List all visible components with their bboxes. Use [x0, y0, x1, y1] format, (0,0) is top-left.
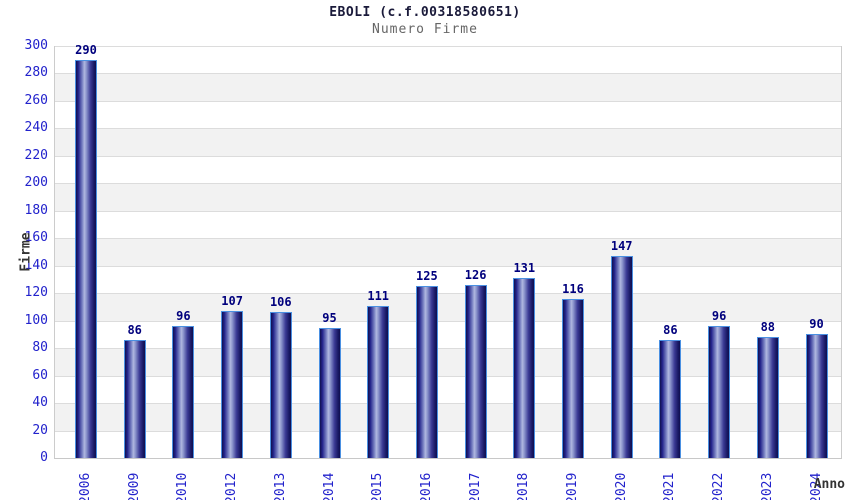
y-tick-label: 260	[24, 92, 48, 108]
bar-value-label: 88	[760, 320, 776, 335]
x-tick-label: 2010	[175, 472, 191, 500]
bar-value-label: 96	[711, 309, 727, 324]
y-tick-label: 160	[24, 230, 48, 246]
x-tick-label: 2019	[565, 472, 580, 500]
bar	[805, 334, 828, 458]
bar	[610, 256, 633, 458]
y-tick-label: 60	[32, 367, 48, 383]
y-tick-label: 300	[24, 38, 48, 53]
bar	[659, 339, 682, 458]
bar	[756, 337, 779, 458]
x-tick-label: 2017	[467, 472, 483, 500]
y-tick-label: 20	[32, 422, 48, 438]
plot-band	[55, 183, 841, 211]
bar	[75, 59, 97, 458]
gridline	[55, 403, 841, 405]
gridline	[55, 128, 841, 130]
x-tick-label: 2009	[126, 472, 142, 500]
bar-value-label: 86	[127, 322, 142, 337]
bar-value-label: 95	[322, 310, 337, 325]
gridline	[55, 293, 841, 295]
x-tick-label: 2020	[613, 472, 629, 500]
bar-value-label: 90	[809, 317, 824, 332]
gridline	[55, 100, 841, 102]
gridline	[55, 155, 841, 157]
plot-area	[54, 46, 842, 459]
gridline	[55, 183, 841, 185]
x-tick-label: 2015	[370, 472, 386, 500]
bar-value-label: 96	[176, 309, 191, 324]
bar	[415, 286, 438, 458]
y-tick-label: 120	[24, 285, 48, 301]
gridline	[55, 46, 841, 47]
x-tick-label: 2018	[516, 472, 532, 500]
chart-subtitle: Numero Firme	[372, 22, 478, 37]
plot-band	[55, 238, 841, 266]
bar	[708, 326, 731, 458]
bar-value-label: 111	[367, 288, 390, 303]
gridline	[55, 375, 841, 377]
gridline	[55, 430, 841, 432]
bar-value-label: 147	[610, 239, 633, 254]
bar-value-label: 125	[416, 269, 438, 284]
y-tick-label: 180	[24, 202, 48, 218]
bar	[269, 312, 292, 458]
plot-band	[55, 210, 841, 239]
plot-band	[55, 128, 841, 156]
gridline	[55, 238, 841, 240]
bar-value-label: 116	[562, 281, 584, 296]
bar	[367, 305, 390, 458]
bar	[318, 327, 341, 458]
gridline	[55, 265, 841, 267]
x-tick-label: 2012	[224, 472, 240, 500]
bar	[221, 311, 244, 458]
x-tick-label: 2013	[272, 472, 288, 500]
bar-value-label: 107	[221, 294, 243, 309]
plot-band	[55, 100, 841, 129]
bar-value-label: 106	[269, 295, 292, 310]
x-tick-label: 2021	[662, 472, 678, 500]
y-tick-label: 40	[32, 395, 48, 411]
plot-band	[55, 293, 841, 321]
plot-band	[55, 265, 841, 294]
x-axis-title: Anno	[813, 477, 845, 492]
bar-value-label: 131	[513, 261, 536, 276]
y-tick-label: 140	[24, 257, 48, 273]
bar	[513, 278, 536, 458]
y-tick-label: 240	[24, 120, 48, 136]
plot-band	[55, 155, 841, 184]
bar	[464, 284, 487, 458]
bar	[172, 326, 195, 458]
plot-band	[55, 46, 841, 74]
y-tick-label: 0	[40, 450, 48, 465]
bar-value-label: 290	[75, 42, 97, 57]
plot-band	[55, 73, 841, 101]
y-tick-label: 220	[24, 147, 48, 163]
bar	[562, 298, 584, 458]
x-tick-label: 2014	[321, 472, 337, 500]
x-tick-label: 2023	[759, 472, 775, 500]
bar-value-label: 126	[464, 267, 487, 282]
bar-value-label: 86	[663, 322, 678, 337]
gridline	[55, 73, 841, 75]
y-tick-label: 280	[24, 65, 48, 81]
gridline	[55, 348, 841, 350]
x-tick-label: 2022	[711, 472, 727, 500]
chart-title: EBOLI (c.f.00318580651)	[329, 5, 521, 20]
y-axis-title: Firme	[18, 232, 34, 272]
bar	[123, 339, 146, 458]
y-tick-label: 100	[24, 312, 48, 328]
y-tick-label: 200	[24, 175, 48, 191]
x-tick-label: 2016	[418, 472, 434, 500]
y-tick-label: 80	[32, 340, 48, 356]
gridline	[55, 210, 841, 212]
gridline	[55, 320, 841, 322]
x-tick-label: 2006	[78, 472, 93, 500]
